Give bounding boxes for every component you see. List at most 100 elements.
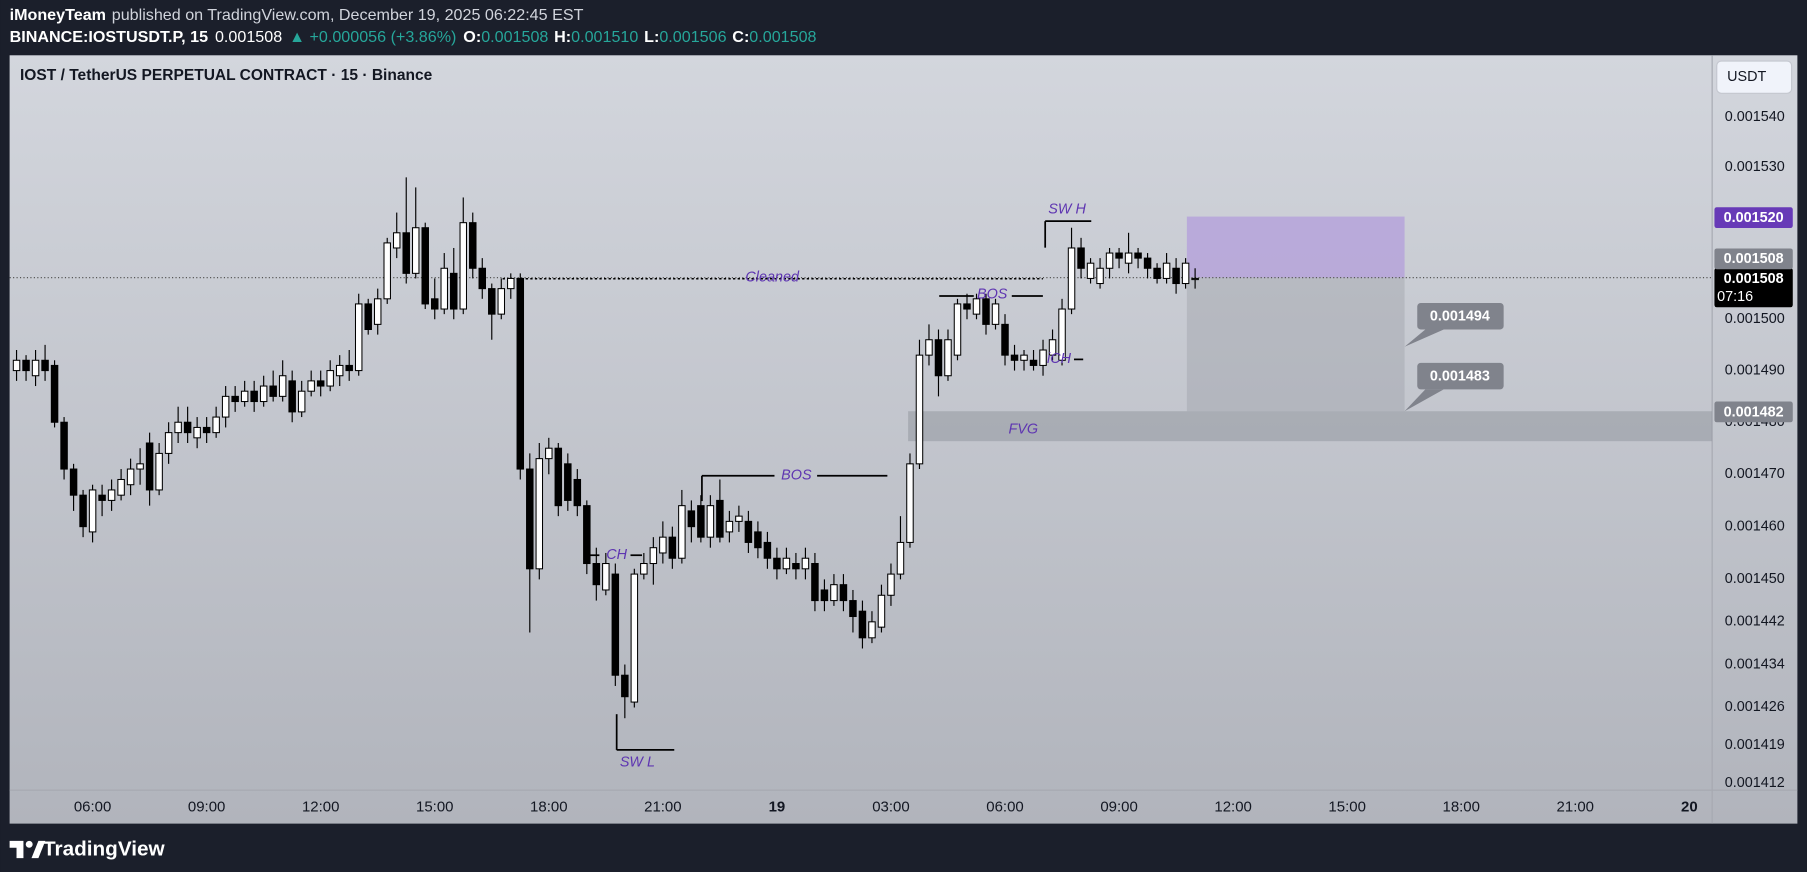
x-tick-label: 20 xyxy=(1681,798,1698,815)
change: ▲ +0.000056 (+3.86%) xyxy=(289,28,456,46)
publish-line: iMoneyTeam published on TradingView.com, … xyxy=(10,6,584,24)
candle-body xyxy=(41,359,49,372)
y-tick-label: 0.001500 xyxy=(1725,311,1785,327)
candle-body xyxy=(297,390,306,413)
candle-body xyxy=(1029,359,1038,366)
candle-body xyxy=(1172,267,1180,285)
candle-body xyxy=(1067,247,1076,310)
stop-zone xyxy=(1186,277,1405,412)
candle-body xyxy=(602,563,610,591)
candle-body xyxy=(440,267,448,310)
logo-shape xyxy=(31,840,46,859)
candle-body xyxy=(915,354,924,465)
target-zone xyxy=(1186,216,1405,278)
candle-body xyxy=(488,288,496,315)
x-tick-label: 03:00 xyxy=(872,798,909,815)
candle-body xyxy=(1191,277,1199,281)
candle-body xyxy=(611,573,620,676)
callout-pointer xyxy=(1404,329,1444,347)
y-tick-label: 0.001412 xyxy=(1725,775,1785,791)
candle-body xyxy=(526,468,534,570)
candle-body xyxy=(953,303,962,356)
candle-body xyxy=(259,385,268,403)
candle-body xyxy=(896,541,905,575)
y-tick-label: 0.001426 xyxy=(1725,699,1785,715)
candle-body xyxy=(640,563,648,575)
annotation: SW H xyxy=(1048,201,1086,217)
y-tick-label: 0.001434 xyxy=(1725,656,1785,672)
symbol: BINANCE:IOSTUSDT.P, 15 xyxy=(10,28,208,46)
l-label: L: xyxy=(644,28,659,46)
candle-body xyxy=(1048,339,1057,356)
candle-body xyxy=(716,499,724,538)
candle-body xyxy=(22,359,30,372)
candle-body xyxy=(136,463,144,470)
y-tick-label: 0.001540 xyxy=(1725,109,1785,125)
y-tick-label: 0.001530 xyxy=(1725,159,1785,175)
candle-body xyxy=(877,594,886,628)
price-tag xyxy=(1714,207,1793,228)
y-tick-label: 0.001450 xyxy=(1725,571,1785,587)
candle-body xyxy=(221,395,230,418)
candle-body xyxy=(202,426,211,434)
annotation: CH xyxy=(606,547,627,563)
candle-body xyxy=(763,541,772,559)
candle-body xyxy=(269,385,277,397)
candle-body xyxy=(687,510,696,528)
candle-body xyxy=(50,364,59,423)
candle-body xyxy=(583,505,591,565)
candle-body xyxy=(507,277,515,290)
candle-body xyxy=(98,494,106,501)
price-tag-countdown: 07:16 xyxy=(1717,289,1753,305)
x-tick-label: 09:00 xyxy=(1100,798,1137,815)
candle-body xyxy=(373,298,382,325)
candle-body xyxy=(88,489,97,533)
candle-body xyxy=(744,520,753,543)
candle-body xyxy=(944,339,952,377)
candle-body xyxy=(649,547,658,565)
o-value: 0.001508 xyxy=(481,28,548,46)
candle-body xyxy=(411,227,420,274)
candle-body xyxy=(383,242,391,300)
candle-body xyxy=(1058,308,1066,361)
publisher: iMoneyTeam xyxy=(10,6,106,24)
price-tag xyxy=(1714,401,1793,423)
candle-body xyxy=(621,674,629,698)
candle-body xyxy=(991,303,1000,325)
candle-body xyxy=(811,563,819,602)
candle-body xyxy=(972,298,981,315)
price-tag-label: 0.001482 xyxy=(1724,404,1784,420)
candle-body xyxy=(250,390,258,403)
brand-logo xyxy=(9,840,46,859)
callout-text: 0.001483 xyxy=(1430,368,1490,384)
candle-body xyxy=(735,515,743,522)
candle-body xyxy=(174,421,182,434)
currency-button[interactable] xyxy=(1716,60,1793,94)
candle-body xyxy=(117,478,125,496)
x-tick-label: 19 xyxy=(769,798,786,815)
h-label: H: xyxy=(554,28,571,46)
x-tick-label: 12:00 xyxy=(1214,798,1251,815)
candle-body xyxy=(1020,354,1028,361)
candle-body xyxy=(1143,257,1152,269)
currency-label[interactable]: USDT xyxy=(1727,69,1766,85)
candle-body xyxy=(107,489,116,501)
x-tick-label: 21:00 xyxy=(644,798,681,815)
candle-body xyxy=(792,563,800,570)
candle-body xyxy=(183,421,192,434)
candle-body xyxy=(354,303,363,372)
candle-body xyxy=(288,380,296,413)
candle-body xyxy=(887,573,895,596)
x-tick-label: 18:00 xyxy=(1442,798,1479,815)
l-value: 0.001506 xyxy=(659,28,726,46)
x-tick-label: 18:00 xyxy=(530,798,567,815)
candle-body xyxy=(564,463,572,501)
candle-body xyxy=(1077,247,1085,269)
brand: TradingView xyxy=(43,838,166,861)
candle-body xyxy=(450,272,458,310)
y-tick-label: 0.001470 xyxy=(1725,466,1785,482)
x-tick-label: 15:00 xyxy=(1328,798,1365,815)
candles xyxy=(12,177,1199,719)
candle-body xyxy=(906,463,914,543)
